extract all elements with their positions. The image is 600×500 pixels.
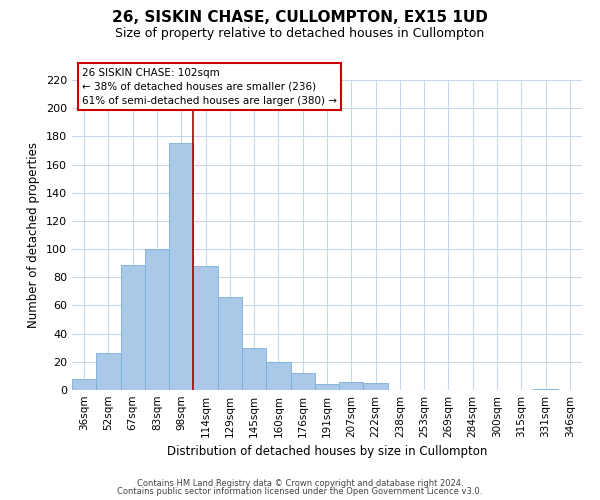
- Bar: [145, 249, 169, 390]
- Text: Size of property relative to detached houses in Cullompton: Size of property relative to detached ho…: [115, 28, 485, 40]
- Bar: [339, 382, 364, 390]
- Text: Contains public sector information licensed under the Open Government Licence v3: Contains public sector information licen…: [118, 487, 482, 496]
- Bar: [242, 348, 266, 390]
- Bar: [72, 378, 96, 390]
- Bar: [266, 362, 290, 390]
- Bar: [364, 383, 388, 390]
- Bar: [533, 388, 558, 390]
- Bar: [96, 354, 121, 390]
- Text: 26, SISKIN CHASE, CULLOMPTON, EX15 1UD: 26, SISKIN CHASE, CULLOMPTON, EX15 1UD: [112, 10, 488, 25]
- Bar: [121, 264, 145, 390]
- Bar: [193, 266, 218, 390]
- Bar: [315, 384, 339, 390]
- Y-axis label: Number of detached properties: Number of detached properties: [28, 142, 40, 328]
- Bar: [218, 297, 242, 390]
- Bar: [290, 373, 315, 390]
- Bar: [169, 144, 193, 390]
- X-axis label: Distribution of detached houses by size in Cullompton: Distribution of detached houses by size …: [167, 446, 487, 458]
- Text: Contains HM Land Registry data © Crown copyright and database right 2024.: Contains HM Land Registry data © Crown c…: [137, 478, 463, 488]
- Text: 26 SISKIN CHASE: 102sqm
← 38% of detached houses are smaller (236)
61% of semi-d: 26 SISKIN CHASE: 102sqm ← 38% of detache…: [82, 68, 337, 106]
